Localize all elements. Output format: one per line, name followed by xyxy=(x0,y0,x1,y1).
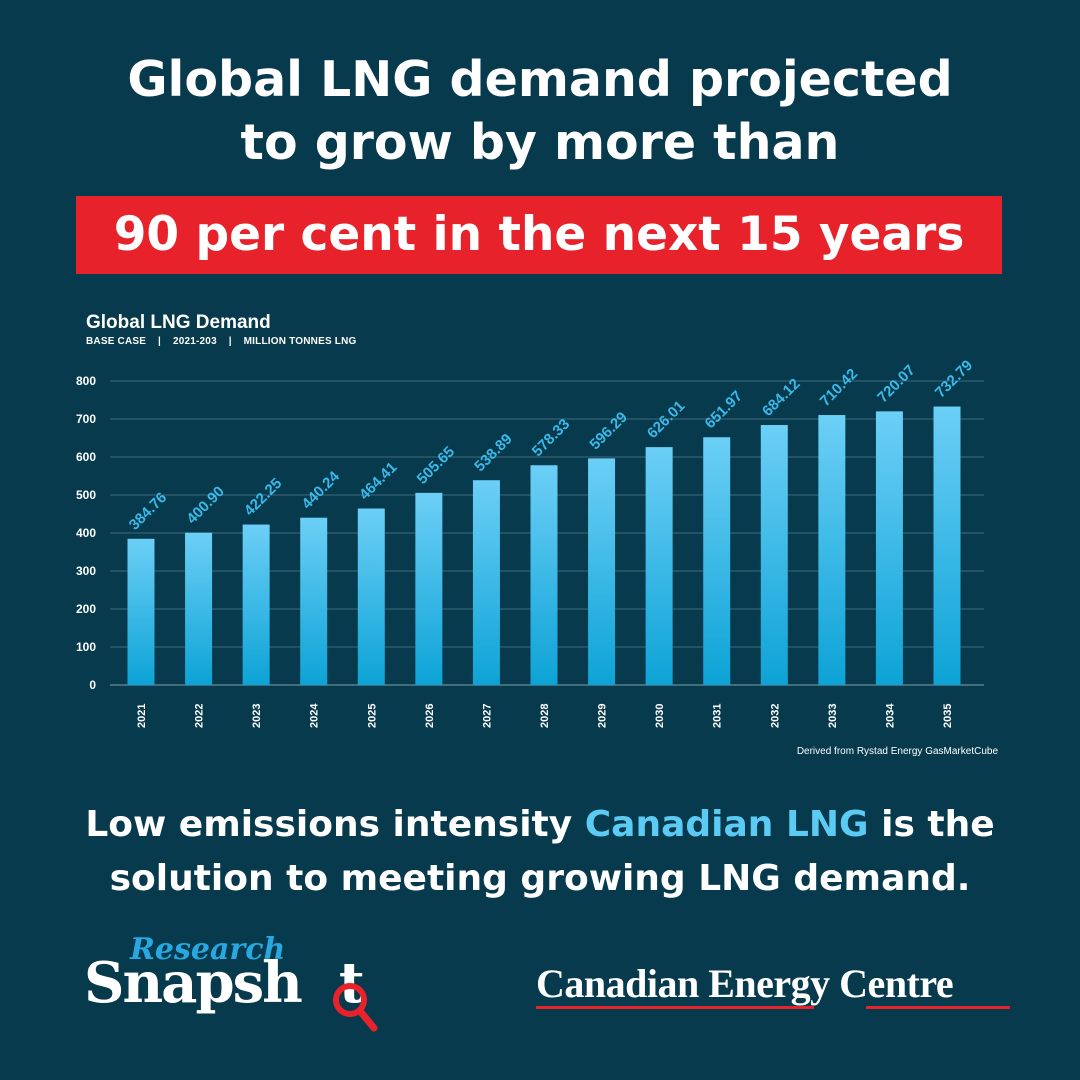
tagline-accent: Canadian LNG xyxy=(584,804,869,845)
bar-2035 xyxy=(933,406,961,685)
x-tick-label: 2028 xyxy=(539,704,551,728)
bar-2034 xyxy=(875,411,903,685)
data-label-2030: 626.01 xyxy=(644,397,688,441)
bar-2023 xyxy=(242,524,270,685)
data-label-2024: 440.24 xyxy=(299,468,344,513)
x-tick-label: 2034 xyxy=(884,703,896,728)
data-label-2021: 384.76 xyxy=(126,489,170,533)
x-tick-label: 2030 xyxy=(654,704,666,728)
cec-logo-underline-left xyxy=(536,1006,814,1009)
bar-2021 xyxy=(127,538,155,685)
x-tick-label: 2022 xyxy=(194,704,206,728)
x-tick-label: 2031 xyxy=(712,704,724,728)
chart-title: Global LNG Demand xyxy=(86,312,271,333)
bar-2030 xyxy=(645,447,673,685)
y-tick-label: 700 xyxy=(76,412,96,426)
data-label-2026: 505.65 xyxy=(414,443,458,487)
chart-subtitle-text: BASE CASE | 2021-203 | MILLION TONNES LN… xyxy=(86,336,357,347)
data-label-2033: 710.42 xyxy=(817,365,861,409)
x-tick-label: 2033 xyxy=(827,704,839,728)
x-tick-label: 2027 xyxy=(481,704,493,728)
data-label-2034: 720.07 xyxy=(874,362,918,406)
x-tick-label: 2032 xyxy=(769,704,781,728)
data-label-2022: 400.90 xyxy=(183,483,227,527)
bar-2031 xyxy=(703,437,731,685)
y-tick-label: 400 xyxy=(76,526,96,540)
x-tick-label: 2023 xyxy=(251,704,263,728)
magnifier-icon xyxy=(333,983,378,1032)
headline: Global LNG demand projected to grow by m… xyxy=(0,48,1080,174)
y-tick-label: 0 xyxy=(89,678,96,692)
y-tick-label: 800 xyxy=(76,374,96,388)
tagline-part-1: Low emissions intensity xyxy=(85,804,585,845)
bar-2026 xyxy=(415,492,443,685)
bars xyxy=(127,406,961,685)
snapshot-text: Snapsh xyxy=(84,950,303,1016)
x-tick-label: 2021 xyxy=(136,704,148,728)
y-axis-ticks: 0 100 200 300 400 500 600 700 800 xyxy=(76,374,96,692)
data-label-2023: 422.25 xyxy=(241,475,285,519)
tagline: Low emissions intensity Canadian LNG is … xyxy=(0,798,1080,906)
research-snapshot-logo-snapshot: Snapsh t xyxy=(84,950,365,1016)
data-label-2027: 538.89 xyxy=(471,431,515,475)
bar-2024 xyxy=(300,517,328,685)
canadian-energy-centre-logo: Canadian Energy Centre xyxy=(536,961,954,1006)
headline-line-2: to grow by more than xyxy=(240,114,840,171)
data-label-2035: 732.79 xyxy=(932,357,976,401)
x-tick-label: 2024 xyxy=(309,703,321,728)
x-axis-ticks: 2021 2022 2023 2024 2025 2026 2027 2028 2029 2030… xyxy=(136,703,954,728)
chart-subtitle: BASE CASE | 2021-203 | MILLION TONNES LN… xyxy=(86,336,357,347)
y-tick-label: 500 xyxy=(76,488,96,502)
x-tick-label: 2025 xyxy=(366,704,378,728)
cec-logo-underline-right xyxy=(866,1006,1010,1009)
bar-2022 xyxy=(185,532,213,685)
y-tick-label: 300 xyxy=(76,564,96,578)
tagline-line-1: Low emissions intensity Canadian LNG is … xyxy=(0,798,1080,852)
x-tick-label: 2035 xyxy=(942,704,954,728)
data-label-2032: 684.12 xyxy=(759,375,803,419)
bar-2029 xyxy=(588,458,616,685)
tagline-line-2: solution to meeting growing LNG demand. xyxy=(109,858,971,899)
bar-2027 xyxy=(472,480,500,685)
bar-2032 xyxy=(760,425,788,685)
headline-line-1: Global LNG demand projected xyxy=(127,51,953,108)
tagline-part-2: is the xyxy=(868,804,995,845)
x-tick-label: 2029 xyxy=(597,704,609,728)
research-snapshot-logo-research: Research xyxy=(130,932,286,967)
source-note: Derived from Rystad Energy GasMarketCube xyxy=(796,746,998,757)
bar-2033 xyxy=(818,415,846,685)
y-tick-label: 600 xyxy=(76,450,96,464)
data-label-2029: 596.29 xyxy=(586,409,630,453)
data-label-2025: 464.41 xyxy=(356,459,400,503)
bar-2028 xyxy=(530,465,558,685)
bar-2025 xyxy=(357,508,385,685)
y-tick-label: 100 xyxy=(76,640,96,654)
headline-highlight: 90 per cent in the next 15 years xyxy=(76,196,1002,274)
data-label-2031: 651.97 xyxy=(702,388,746,432)
y-tick-label: 200 xyxy=(76,602,96,616)
data-label-2028: 578.33 xyxy=(529,416,573,460)
x-tick-label: 2026 xyxy=(424,704,436,728)
